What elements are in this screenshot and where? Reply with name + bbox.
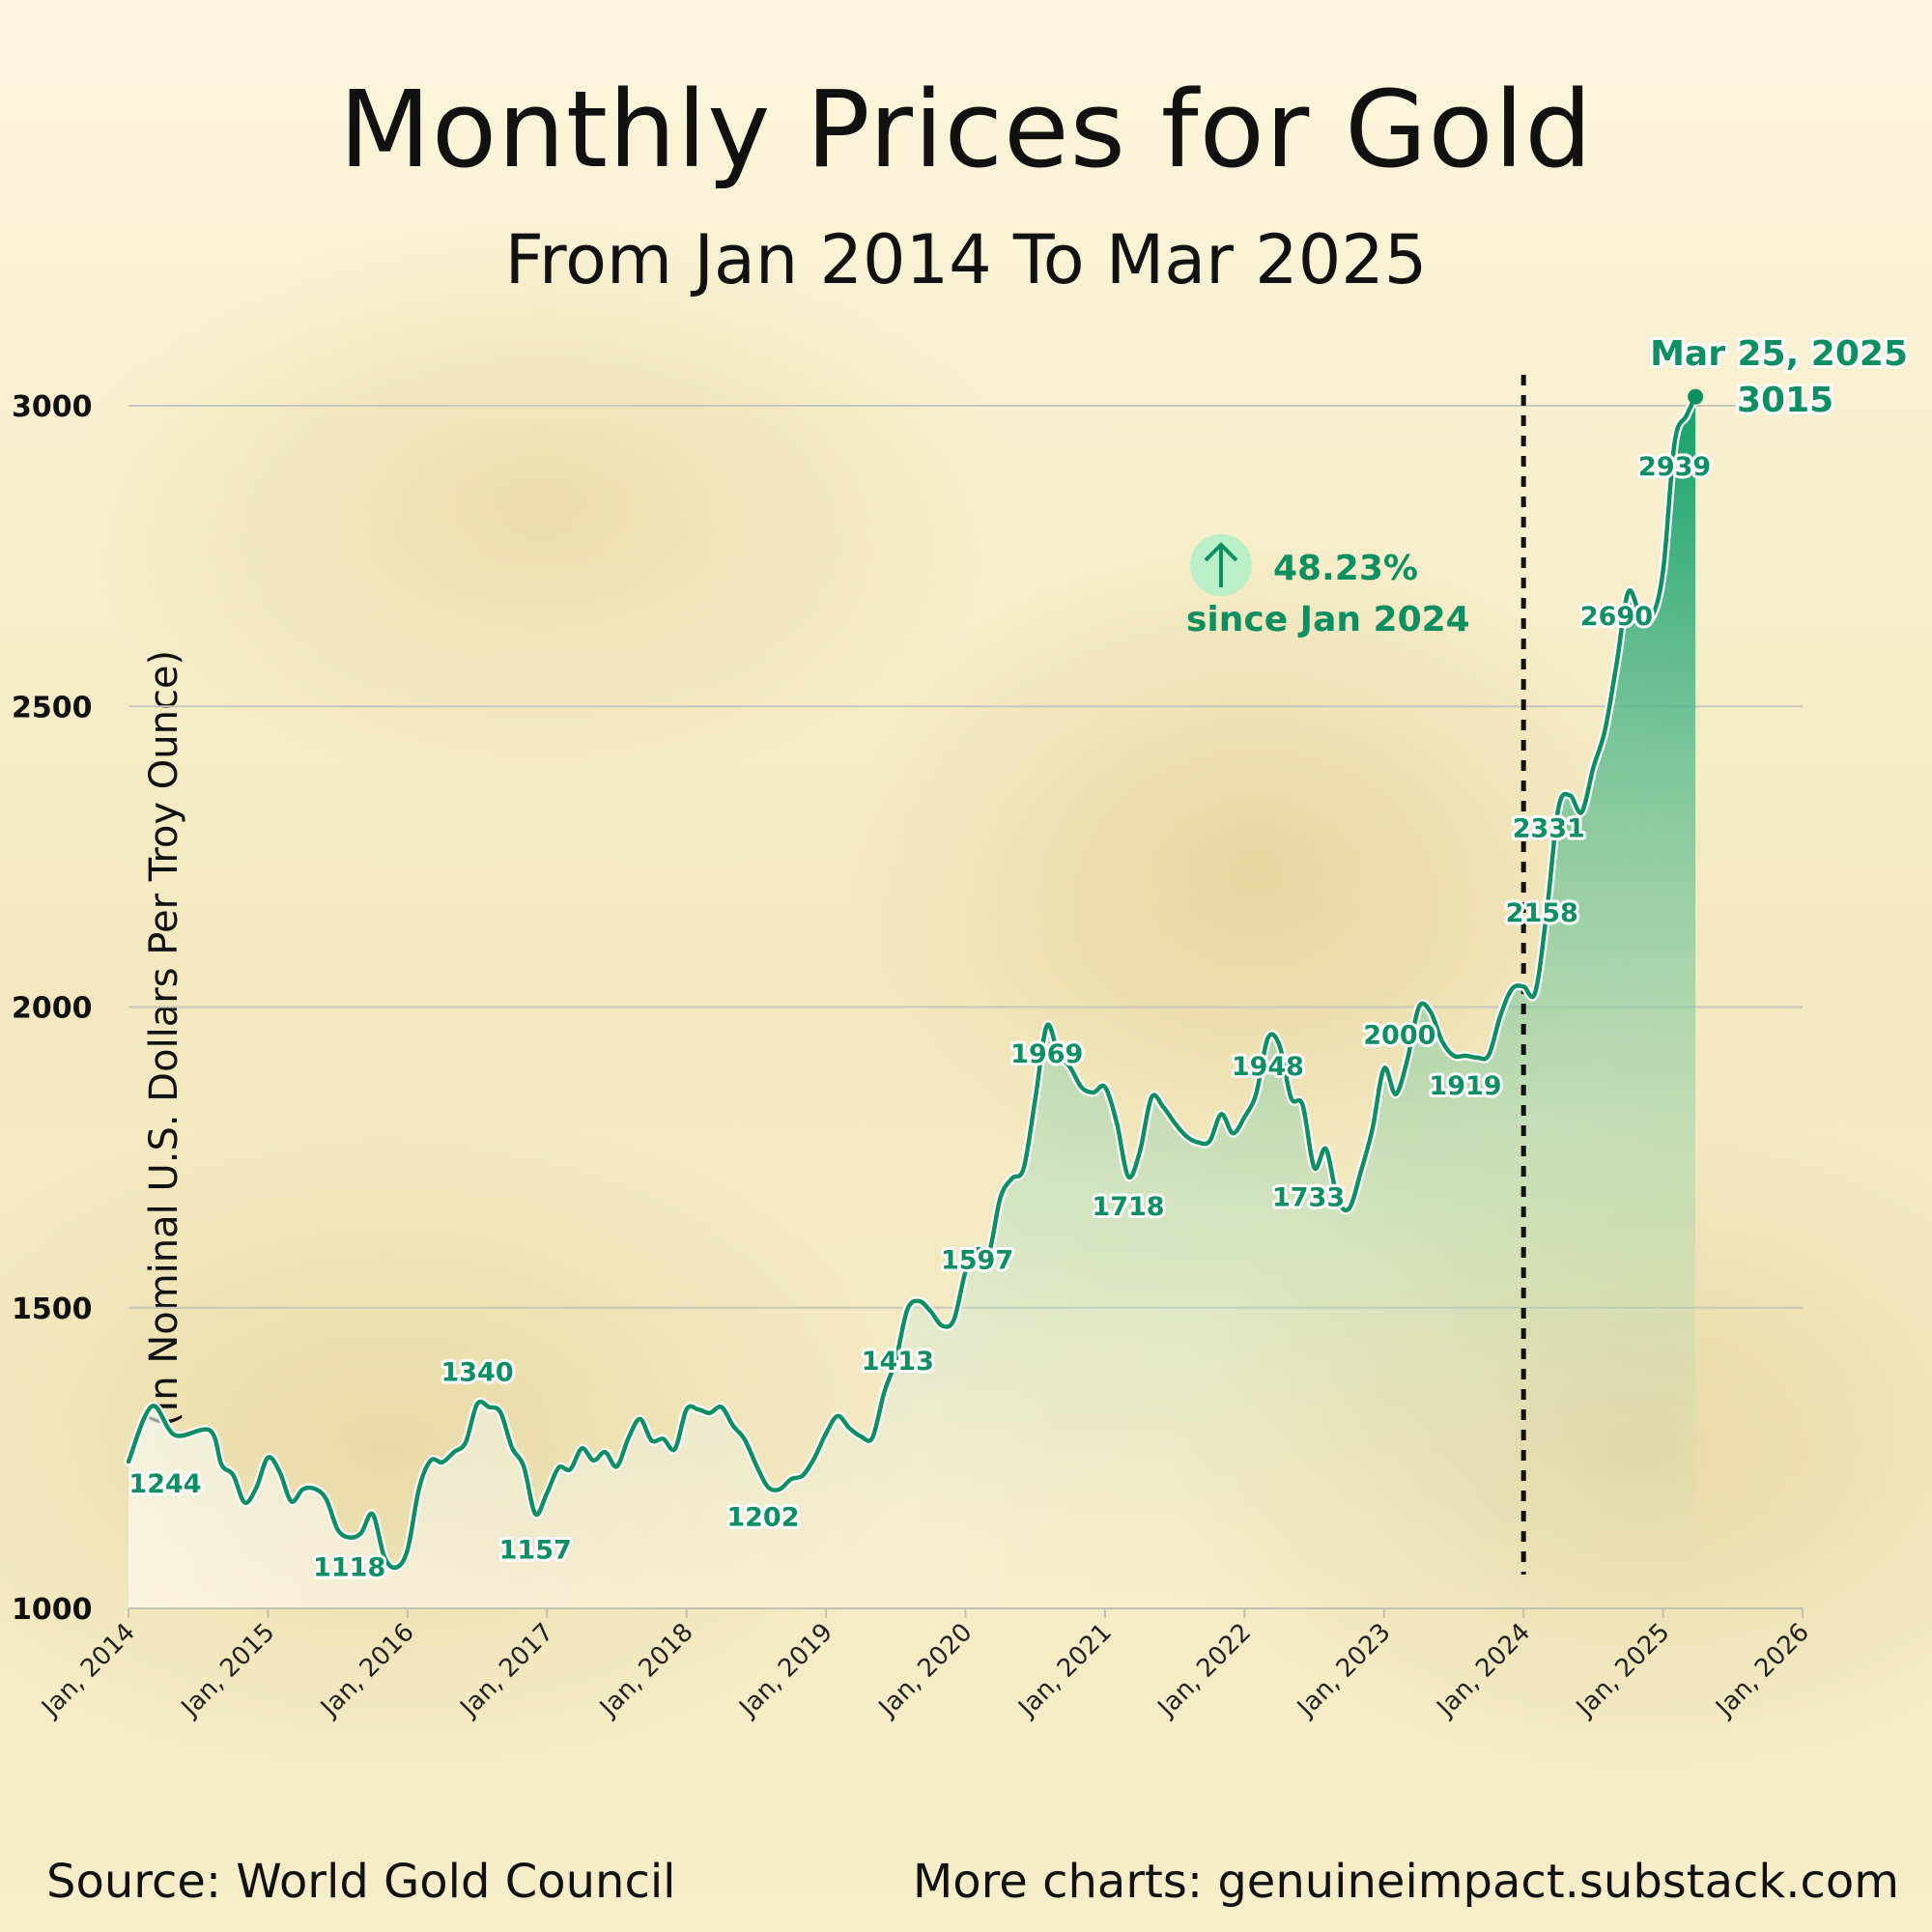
data-label: 2690 [1580,602,1653,632]
area-highlight [128,396,1696,1609]
data-label: 1413 [862,1347,934,1377]
data-label: 2000 [1363,1021,1435,1051]
data-label: 1948 [1232,1052,1304,1082]
x-tick-label: Jan, 2014 [36,1618,141,1723]
y-tick-label: 3000 [12,390,93,424]
y-tick-label: 1500 [12,1293,93,1326]
x-tick-label: Jan, 2015 [175,1618,280,1723]
y-tick-label: 1000 [12,1593,93,1627]
data-label: 1340 [440,1357,513,1387]
annotation-since: since Jan 2024 [1186,600,1470,639]
x-tick-label: Jan, 2018 [593,1618,698,1723]
price-line-stroke [126,394,1698,1571]
change-annotation: 48.23% since Jan 2024 [1186,534,1470,639]
annotation-change: 48.23% [1273,549,1418,588]
y-tick-label: 2000 [12,992,93,1026]
x-axis: Jan, 2014 Jan, 2015 Jan, 2016 Jan, 2017 Jan,… [36,1607,1815,1723]
y-axis-ticks: 1000 1500 2000 2500 3000 [12,390,93,1627]
data-label: 1157 [499,1535,572,1565]
y-tick-label: 2500 [12,691,93,724]
data-label: 2939 [1638,452,1711,482]
data-label: 1919 [1429,1071,1501,1101]
x-tick-label: Jan, 2016 [314,1618,419,1723]
price-area [128,396,1696,1609]
x-tick-label: Jan, 2026 [1710,1618,1815,1723]
chart-title: Monthly Prices for Gold [338,68,1594,191]
data-label: 1244 [128,1469,201,1499]
end-marker: Mar 25, 2025 3015 [1647,331,1911,423]
data-label: 1597 [941,1245,1013,1275]
end-point [1688,388,1704,405]
data-label: 1733 [1272,1183,1345,1213]
x-tick-label: Jan, 2017 [454,1618,559,1723]
arrow-up-icon [1204,542,1238,587]
x-tick-label: Jan, 2022 [1151,1618,1257,1723]
end-value-label: 3015 [1737,381,1833,420]
x-tick-label: Jan, 2019 [733,1618,838,1723]
end-date-label: Mar 25, 2025 [1650,334,1908,374]
price-line [124,392,1700,1573]
data-label: 2158 [1506,898,1578,928]
data-label: 2331 [1513,813,1585,843]
data-label: 1202 [726,1502,799,1532]
source-note: Source: World Gold Council [46,1855,676,1909]
x-tick-label: Jan, 2025 [1570,1618,1675,1723]
more-charts-link[interactable]: More charts: genuineimpact.substack.com [912,1855,1899,1909]
x-tick-label: Jan, 2024 [1431,1618,1536,1723]
x-tick-label: Jan, 2020 [872,1618,978,1723]
data-label: 1969 [1010,1039,1083,1069]
data-label: 1118 [313,1553,385,1583]
chart-subtitle: From Jan 2014 To Mar 2025 [504,220,1428,299]
x-tick-label: Jan, 2023 [1291,1618,1396,1723]
data-labels: 1244 1118 1340 1157 1202 1413 1597 1969 1718 1948… [126,449,1714,1586]
data-label: 1718 [1092,1192,1164,1222]
x-tick-label: Jan, 2021 [1011,1618,1117,1723]
